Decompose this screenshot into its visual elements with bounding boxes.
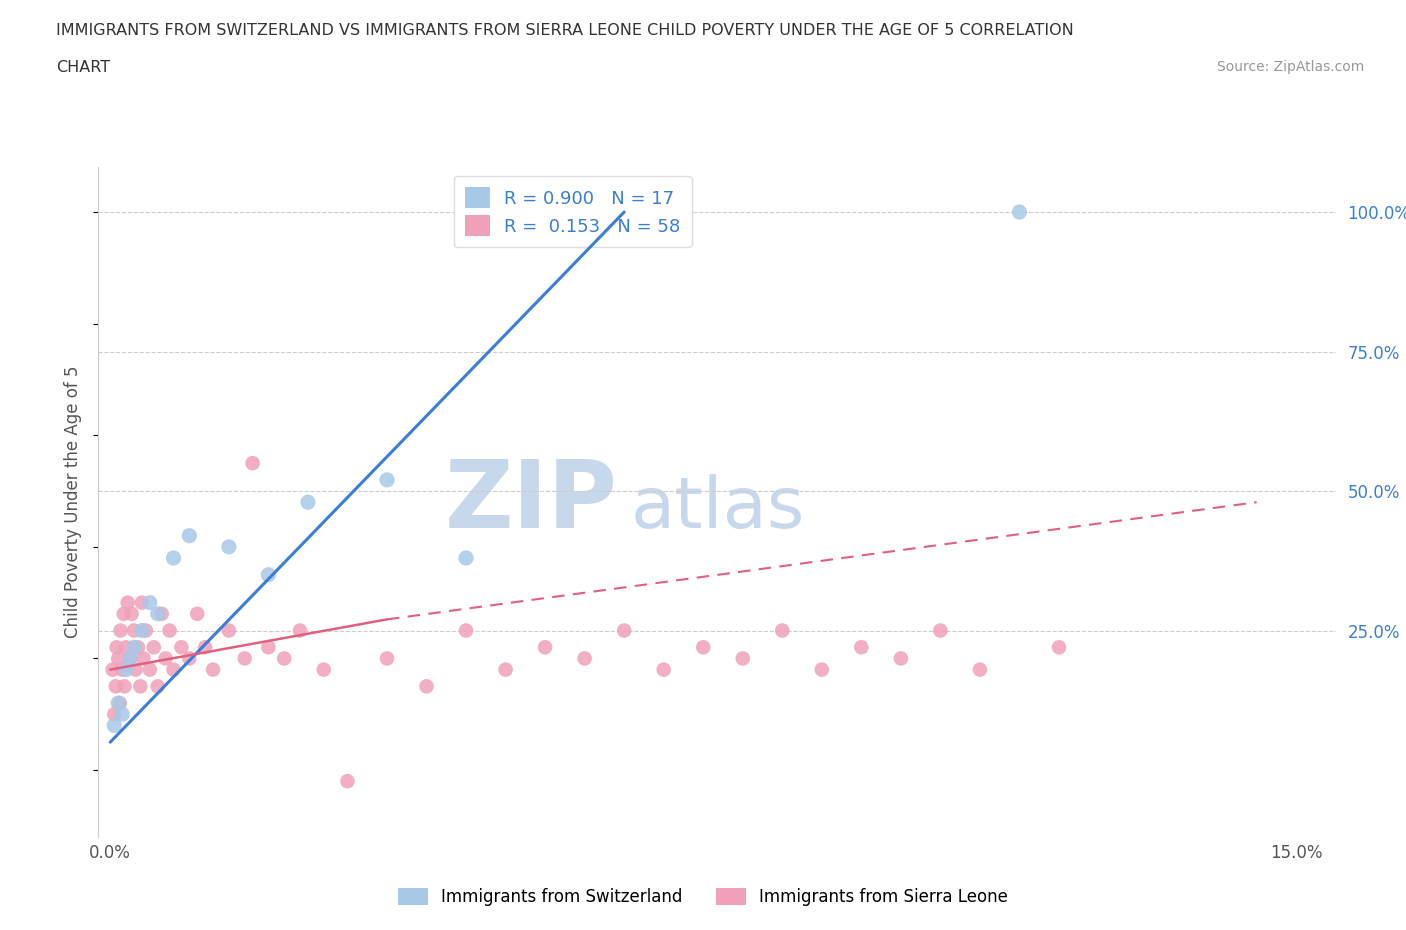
Legend: Immigrants from Switzerland, Immigrants from Sierra Leone: Immigrants from Switzerland, Immigrants … bbox=[391, 881, 1015, 912]
Point bbox=[851, 640, 873, 655]
Text: CHART: CHART bbox=[56, 60, 110, 75]
Point bbox=[115, 662, 138, 677]
Point bbox=[692, 640, 714, 655]
Point bbox=[135, 623, 157, 638]
Point bbox=[890, 651, 912, 666]
Point bbox=[454, 623, 477, 638]
Point bbox=[288, 623, 311, 638]
Point bbox=[731, 651, 754, 666]
Legend: R = 0.900   N = 17, R =  0.153   N = 58: R = 0.900 N = 17, R = 0.153 N = 58 bbox=[454, 177, 692, 247]
Point bbox=[118, 651, 141, 666]
Point bbox=[131, 623, 153, 638]
Point bbox=[170, 640, 193, 655]
Point bbox=[132, 651, 155, 666]
Point bbox=[242, 456, 264, 471]
Point bbox=[297, 495, 319, 510]
Point bbox=[194, 640, 217, 655]
Point bbox=[1008, 205, 1031, 219]
Point bbox=[495, 662, 517, 677]
Point bbox=[202, 662, 225, 677]
Point bbox=[454, 551, 477, 565]
Point bbox=[101, 662, 124, 677]
Point bbox=[257, 640, 280, 655]
Point bbox=[124, 662, 146, 677]
Point bbox=[114, 679, 136, 694]
Point bbox=[118, 651, 141, 666]
Point bbox=[652, 662, 675, 677]
Point bbox=[218, 623, 240, 638]
Text: IMMIGRANTS FROM SWITZERLAND VS IMMIGRANTS FROM SIERRA LEONE CHILD POVERTY UNDER : IMMIGRANTS FROM SWITZERLAND VS IMMIGRANT… bbox=[56, 23, 1074, 38]
Point bbox=[186, 606, 208, 621]
Point bbox=[139, 595, 162, 610]
Point bbox=[929, 623, 952, 638]
Point bbox=[111, 662, 134, 677]
Point bbox=[159, 623, 181, 638]
Point bbox=[162, 662, 184, 677]
Point bbox=[103, 718, 125, 733]
Point bbox=[105, 640, 128, 655]
Point bbox=[139, 662, 162, 677]
Point bbox=[108, 696, 131, 711]
Point bbox=[969, 662, 991, 677]
Point bbox=[257, 567, 280, 582]
Point bbox=[142, 640, 165, 655]
Point bbox=[146, 606, 169, 621]
Text: ZIP: ZIP bbox=[446, 457, 619, 548]
Point bbox=[110, 623, 132, 638]
Point bbox=[375, 651, 398, 666]
Point bbox=[811, 662, 834, 677]
Point bbox=[162, 551, 184, 565]
Point bbox=[107, 651, 129, 666]
Text: atlas: atlas bbox=[630, 474, 804, 543]
Point bbox=[273, 651, 295, 666]
Point bbox=[1047, 640, 1070, 655]
Point bbox=[104, 679, 127, 694]
Point bbox=[375, 472, 398, 487]
Point bbox=[127, 640, 149, 655]
Point bbox=[179, 651, 201, 666]
Point bbox=[107, 696, 129, 711]
Point bbox=[146, 679, 169, 694]
Y-axis label: Child Poverty Under the Age of 5: Child Poverty Under the Age of 5 bbox=[65, 365, 83, 639]
Point bbox=[312, 662, 335, 677]
Point bbox=[233, 651, 256, 666]
Point bbox=[336, 774, 359, 789]
Point bbox=[415, 679, 437, 694]
Point bbox=[770, 623, 793, 638]
Point bbox=[574, 651, 596, 666]
Point bbox=[111, 707, 134, 722]
Point bbox=[179, 528, 201, 543]
Point bbox=[155, 651, 177, 666]
Point bbox=[121, 606, 143, 621]
Point bbox=[129, 679, 152, 694]
Text: Source: ZipAtlas.com: Source: ZipAtlas.com bbox=[1216, 60, 1364, 74]
Point bbox=[103, 707, 125, 722]
Point bbox=[117, 595, 139, 610]
Point bbox=[122, 623, 145, 638]
Point bbox=[613, 623, 636, 638]
Point bbox=[218, 539, 240, 554]
Point bbox=[131, 595, 153, 610]
Point bbox=[115, 640, 138, 655]
Point bbox=[150, 606, 173, 621]
Point bbox=[112, 606, 135, 621]
Point bbox=[534, 640, 557, 655]
Point bbox=[122, 640, 145, 655]
